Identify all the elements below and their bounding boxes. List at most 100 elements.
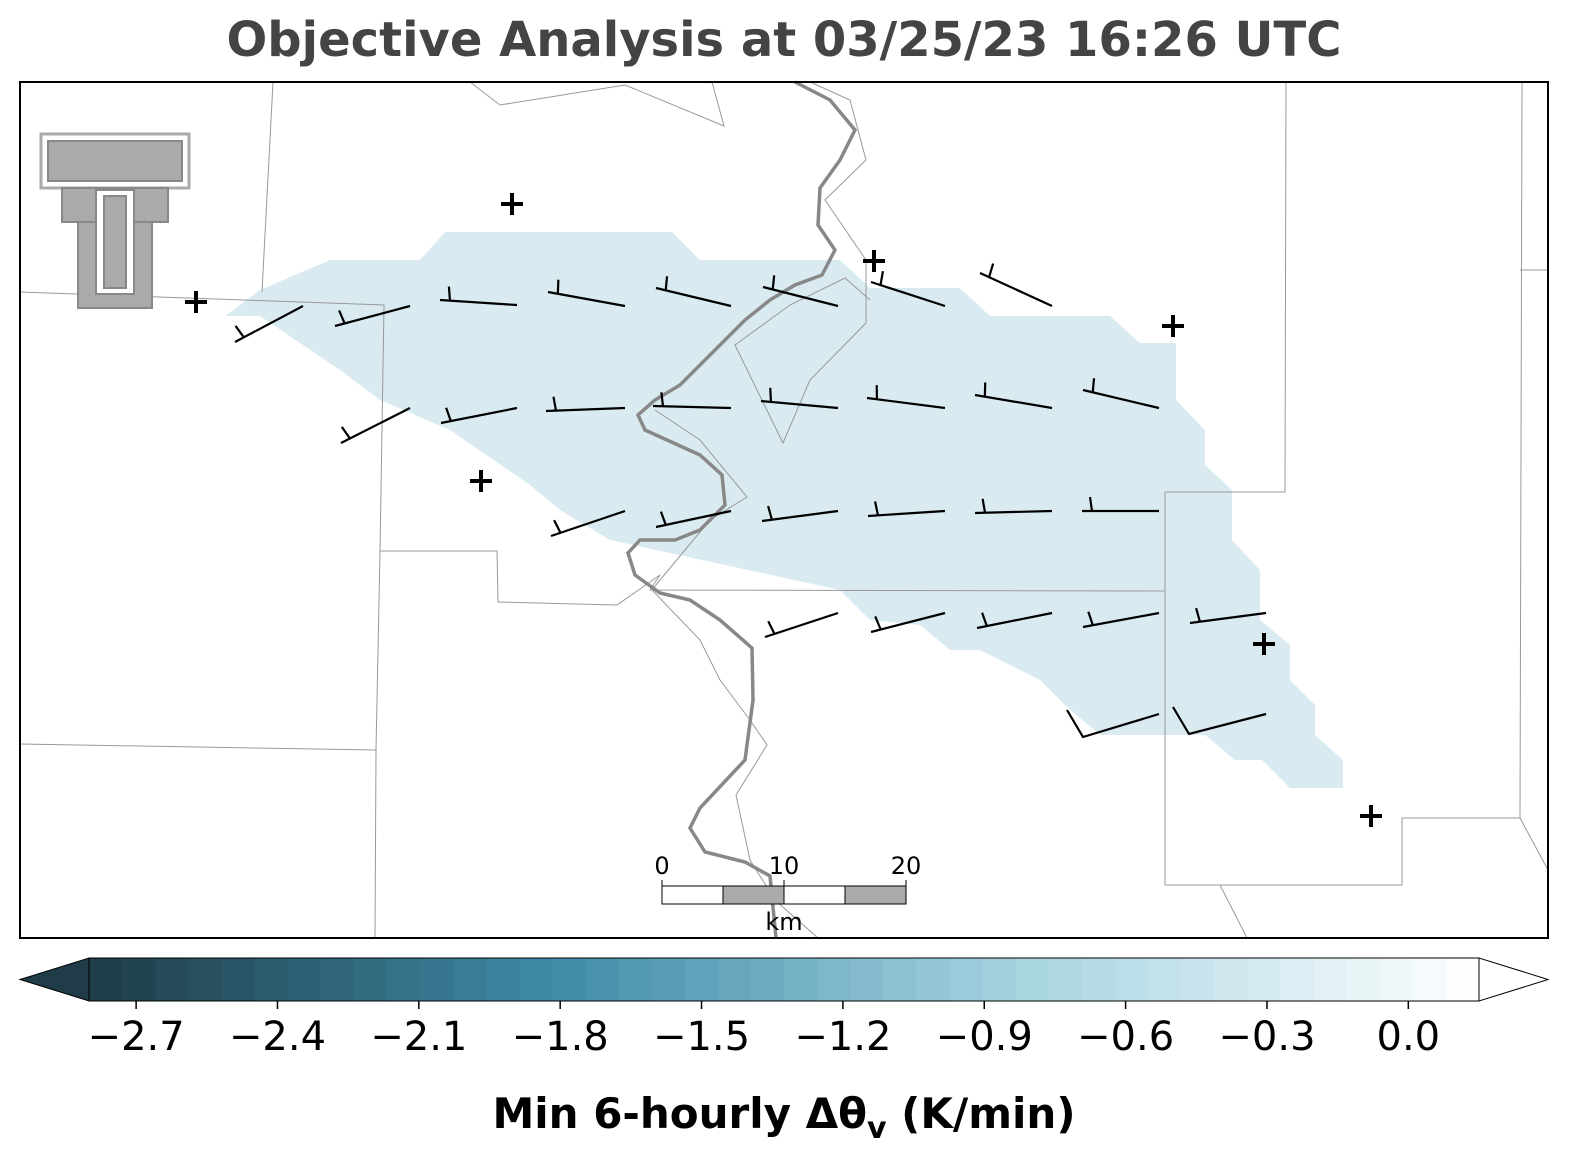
station-marker: [1162, 315, 1184, 337]
barb-tick: [771, 275, 776, 290]
colorbar-tick-label: −2.7: [88, 1014, 185, 1060]
colorbar-step: [949, 958, 984, 1001]
barb-tick: [1091, 378, 1096, 393]
colorbar-step: [320, 958, 355, 1001]
barb-tick: [234, 325, 245, 338]
station-marker: [1360, 805, 1382, 827]
colorbar-step: [552, 958, 587, 1001]
colorbar-frame: [88, 957, 1480, 1002]
barb-tick: [1195, 607, 1201, 622]
colorbar-step: [486, 958, 520, 1001]
colorbar-label-main: Min 6-hourly Δθ: [492, 1089, 867, 1138]
wind-barb: [764, 611, 839, 639]
colorbar-step: [1214, 958, 1248, 1001]
barb-tick: [552, 396, 558, 411]
analysis-region: [225, 232, 1343, 788]
colorbar-tick-label: −1.5: [653, 1014, 750, 1060]
colorbar-step: [618, 958, 653, 1001]
colorbar-step: [916, 958, 951, 1001]
colorbar-step: [1048, 958, 1083, 1001]
colorbar-step: [651, 958, 686, 1001]
colorbar-step: [353, 958, 388, 1001]
colorbar-step: [684, 958, 719, 1001]
wind-barb: [974, 393, 1053, 410]
station-marker: [470, 470, 492, 492]
colorbar-step: [982, 958, 1017, 1001]
colorbar-label-unit: (K/min): [901, 1089, 1075, 1138]
colorbar-step: [254, 958, 289, 1001]
barb-tick: [873, 501, 880, 516]
colorbar-step: [750, 958, 785, 1001]
wind-barb: [340, 407, 411, 444]
wind-barb: [1082, 611, 1160, 629]
scale-bar: 0 10 20 km: [654, 852, 921, 936]
barb-tick: [767, 505, 773, 520]
barb-tick: [445, 407, 452, 422]
colorbar-step: [519, 958, 553, 1001]
colorbar-step: [122, 958, 156, 1001]
scale-tick-label: 20: [891, 852, 922, 880]
wind-barb: [974, 509, 1053, 515]
barb-tick: [767, 620, 776, 635]
wind-barb: [761, 509, 839, 523]
colorbar-step: [1313, 958, 1348, 1001]
colorbar-step: [1346, 958, 1381, 1001]
wind-barb: [976, 611, 1053, 630]
colorbar: −2.7 −2.4 −2.1 −1.8 −1.5 −1.2 −0.9 −0.6 −0.3 0.0: [18, 957, 1550, 1060]
colorbar-step: [850, 958, 884, 1001]
colorbar-tick-label: −1.2: [794, 1014, 891, 1060]
wind-barb: [870, 280, 946, 308]
station-marker: [863, 250, 885, 272]
county-lines: [19, 81, 1549, 939]
wind-barb: [334, 304, 411, 328]
colorbar-step: [155, 958, 189, 1001]
colorbar-tick-label: −2.1: [370, 1014, 467, 1060]
colorbar-step: [1148, 958, 1182, 1001]
colorbar-label: Min 6-hourly Δθv (K/min): [492, 1089, 1075, 1146]
wind-barb: [1066, 709, 1160, 739]
colorbar-step: [585, 958, 620, 1001]
wind-barb: [234, 305, 304, 343]
barb-tick: [556, 279, 560, 294]
stations: [185, 193, 1382, 827]
barb-tick: [447, 286, 452, 301]
wind-barb: [1189, 611, 1267, 625]
wind-barb: [979, 272, 1053, 307]
barb-tick: [1088, 496, 1094, 512]
map: 0 10 20 km: [19, 80, 1549, 939]
barb-tick: [1087, 611, 1094, 626]
colorbar-step: [221, 958, 256, 1001]
title: Objective Analysis at 03/25/23 16:26 UTC: [227, 12, 1342, 68]
colorbar-step: [784, 958, 818, 1001]
wind-barb: [870, 611, 946, 634]
colorbar-step: [1412, 958, 1447, 1001]
colorbar-extend-high: [1478, 957, 1550, 1002]
barb-tick: [879, 270, 885, 286]
colorbar-step: [287, 958, 322, 1001]
map-frame: [19, 81, 1549, 939]
wind-barb: [867, 509, 946, 518]
station-marker: [501, 193, 523, 215]
wind-barb: [547, 290, 626, 308]
wind-barb: [655, 286, 732, 308]
colorbar-step: [89, 958, 123, 1001]
wind-barb: [866, 396, 946, 410]
colorbar-step: [453, 958, 487, 1001]
river: [626, 80, 858, 939]
colorbar-step: [883, 958, 917, 1001]
colorbar-step: [1114, 958, 1149, 1001]
scale-unit: km: [765, 908, 802, 936]
station-marker: [1253, 633, 1275, 655]
wind-barb: [652, 404, 732, 410]
barb-tick: [338, 309, 346, 324]
barb-tick: [553, 519, 562, 534]
barb-tick: [340, 426, 351, 440]
colorbar-step: [1015, 958, 1050, 1001]
colorbar-label-sub: v: [867, 1111, 887, 1146]
colorbar-tick-label: 0.0: [1377, 1014, 1441, 1060]
colorbar-tick-label: −2.4: [229, 1014, 326, 1060]
barb-tick: [660, 392, 665, 407]
wind-barb: [1172, 706, 1267, 736]
wind-barb: [440, 406, 518, 425]
